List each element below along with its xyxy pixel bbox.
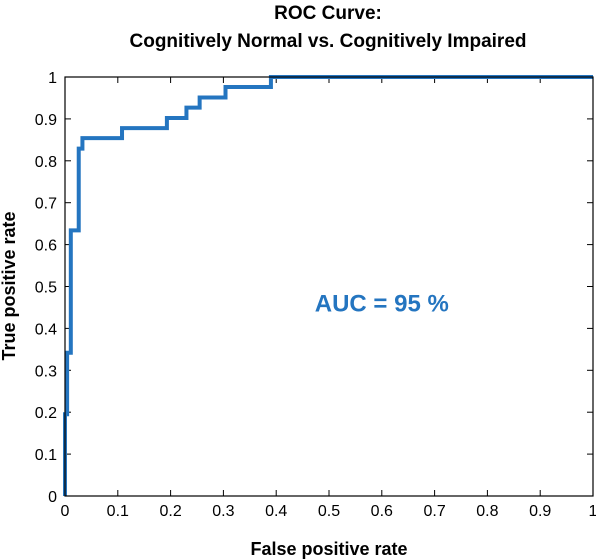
y-tick-label-7: 0.7 <box>35 196 57 213</box>
x-tick-label-7: 0.7 <box>423 503 445 520</box>
chart-subtitle: Cognitively Normal vs. Cognitively Impai… <box>130 31 527 52</box>
y-tick-label-2: 0.2 <box>35 405 57 422</box>
y-tick-label-4: 0.4 <box>35 321 57 338</box>
y-tick-label-9: 0.9 <box>35 112 57 129</box>
y-axis-label: True positive rate <box>0 211 19 360</box>
y-tick-label-5: 0.5 <box>35 280 57 297</box>
roc-curve-line <box>63 75 593 496</box>
x-tick-label-1: 0.1 <box>107 503 129 520</box>
y-tick-label-6: 0.6 <box>35 238 57 255</box>
chart-title: ROC Curve: <box>274 3 382 24</box>
y-tick-label-8: 0.8 <box>35 154 57 171</box>
x-tick-label-0: 0 <box>61 503 70 520</box>
tick-layer: 0 0.1 0.2 0.3 0.4 0.5 0.6 0.7 0.8 0.9 1 0 0.1 0.2 0.3 0… <box>35 70 596 520</box>
y-tick-label-3: 0.3 <box>35 363 57 380</box>
y-tick-label-10: 1 <box>48 70 57 87</box>
y-tick-label-0: 0 <box>48 489 57 506</box>
x-tick-label-6: 0.6 <box>371 503 393 520</box>
plot-area <box>64 76 594 497</box>
curve-layer <box>63 75 593 496</box>
x-tick-label-4: 0.4 <box>265 503 287 520</box>
y-tick-label-1: 0.1 <box>35 447 57 464</box>
auc-annotation: AUC = 95 % <box>315 290 449 317</box>
x-tick-label-5: 0.5 <box>318 503 340 520</box>
x-tick-label-10: 1 <box>589 503 596 520</box>
x-tick-label-2: 0.2 <box>159 503 181 520</box>
x-tick-label-9: 0.9 <box>529 503 551 520</box>
x-axis-label: False positive rate <box>250 539 407 559</box>
x-tick-label-3: 0.3 <box>212 503 234 520</box>
x-tick-label-8: 0.8 <box>476 503 498 520</box>
